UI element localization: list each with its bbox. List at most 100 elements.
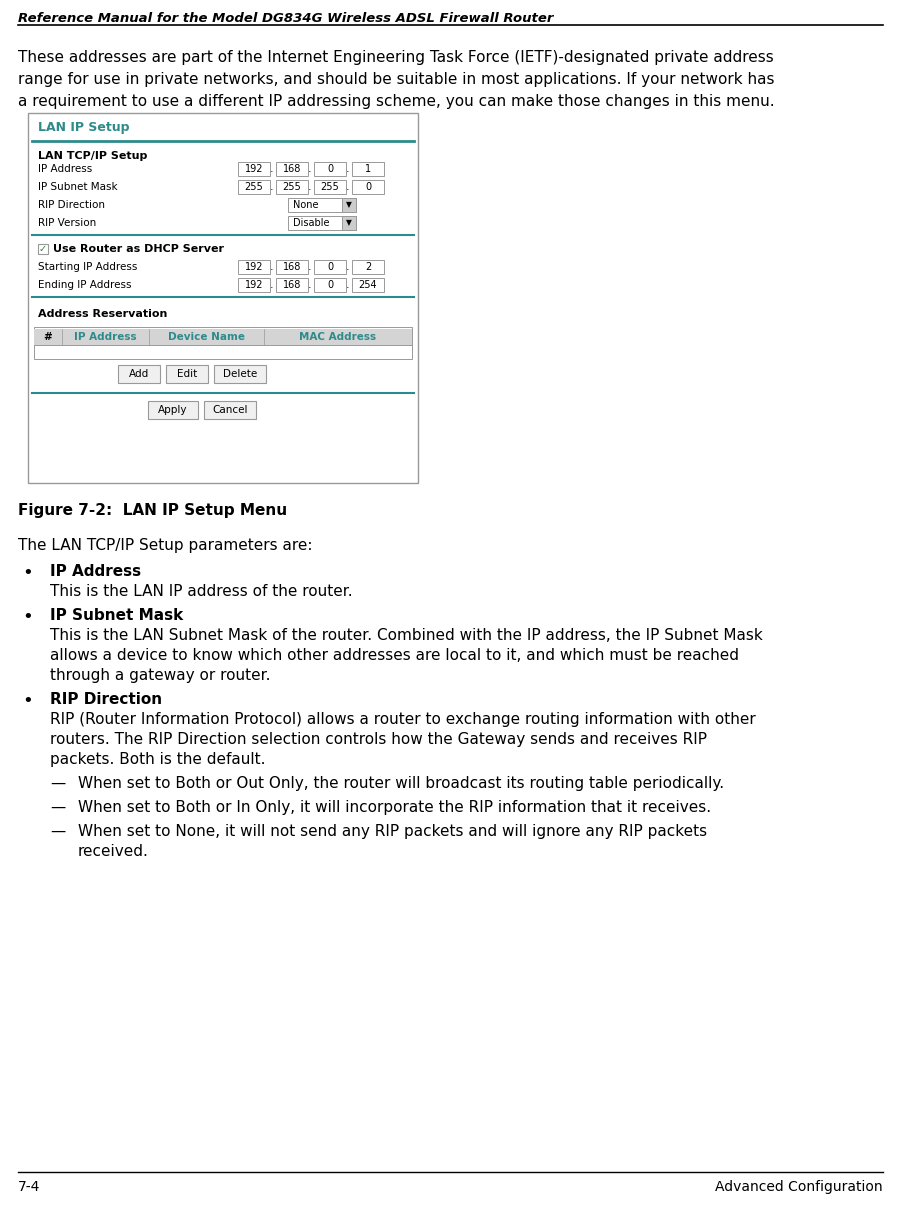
Text: 2: 2 — [365, 262, 371, 272]
Text: ▼: ▼ — [346, 219, 352, 227]
Text: This is the LAN IP address of the router.: This is the LAN IP address of the router… — [50, 583, 352, 599]
Bar — [276, 260, 308, 274]
Text: Disable: Disable — [293, 217, 330, 228]
Text: .: . — [308, 182, 312, 192]
Text: 1: 1 — [365, 164, 371, 174]
Bar — [34, 329, 412, 345]
Text: Delete: Delete — [223, 368, 257, 379]
Text: 168: 168 — [283, 164, 301, 174]
Text: 255: 255 — [245, 182, 263, 192]
Bar — [314, 180, 346, 194]
Text: .: . — [270, 280, 274, 290]
Bar — [34, 345, 412, 359]
Text: •: • — [22, 564, 32, 582]
Text: RIP Version: RIP Version — [38, 217, 96, 228]
Text: IP Address: IP Address — [50, 564, 141, 579]
Text: .: . — [270, 182, 274, 192]
Text: 192: 192 — [245, 280, 263, 290]
Bar — [342, 216, 356, 230]
Bar — [352, 260, 384, 274]
Bar — [118, 365, 160, 383]
Text: 0: 0 — [327, 280, 333, 290]
Text: Device Name: Device Name — [168, 332, 245, 342]
Text: received.: received. — [78, 844, 149, 859]
Bar — [288, 198, 356, 211]
Text: RIP Direction: RIP Direction — [38, 201, 105, 210]
Bar — [28, 114, 418, 483]
Text: RIP Direction: RIP Direction — [50, 692, 162, 707]
Bar — [276, 278, 308, 292]
Bar — [352, 278, 384, 292]
Bar — [204, 401, 256, 419]
Bar — [238, 278, 270, 292]
Text: Reference Manual for the Model DG834G Wireless ADSL Firewall Router: Reference Manual for the Model DG834G Wi… — [18, 12, 553, 25]
Text: LAN IP Setup: LAN IP Setup — [38, 121, 130, 134]
Text: 192: 192 — [245, 164, 263, 174]
Text: IP Address: IP Address — [74, 332, 137, 342]
Bar — [276, 162, 308, 176]
Text: range for use in private networks, and should be suitable in most applications. : range for use in private networks, and s… — [18, 72, 775, 87]
Bar — [166, 365, 208, 383]
Text: 254: 254 — [359, 280, 378, 290]
Text: Use Router as DHCP Server: Use Router as DHCP Server — [53, 244, 224, 254]
Bar — [314, 162, 346, 176]
Bar — [148, 401, 198, 419]
Text: 0: 0 — [327, 262, 333, 272]
Text: .: . — [346, 280, 350, 290]
Text: LAN TCP/IP Setup: LAN TCP/IP Setup — [38, 151, 148, 161]
Text: .: . — [270, 164, 274, 174]
Bar — [276, 180, 308, 194]
Bar — [238, 162, 270, 176]
Text: IP Subnet Mask: IP Subnet Mask — [38, 182, 118, 192]
Text: These addresses are part of the Internet Engineering Task Force (IETF)-designate: These addresses are part of the Internet… — [18, 50, 774, 65]
Bar — [352, 180, 384, 194]
Text: 255: 255 — [283, 182, 301, 192]
Bar — [314, 260, 346, 274]
Text: .: . — [308, 164, 312, 174]
Bar — [214, 365, 266, 383]
Bar — [238, 180, 270, 194]
Bar — [34, 327, 412, 347]
Text: .: . — [308, 280, 312, 290]
Bar — [352, 162, 384, 176]
Text: —: — — [50, 824, 65, 840]
Text: The LAN TCP/IP Setup parameters are:: The LAN TCP/IP Setup parameters are: — [18, 538, 313, 553]
Text: None: None — [293, 201, 318, 210]
Text: through a gateway or router.: through a gateway or router. — [50, 668, 270, 683]
Text: .: . — [308, 262, 312, 272]
Text: IP Address: IP Address — [38, 164, 92, 174]
Text: Add: Add — [129, 368, 150, 379]
Text: 0: 0 — [365, 182, 371, 192]
Text: .: . — [346, 262, 350, 272]
Text: 255: 255 — [321, 182, 340, 192]
Bar — [314, 278, 346, 292]
Text: This is the LAN Subnet Mask of the router. Combined with the IP address, the IP : This is the LAN Subnet Mask of the route… — [50, 628, 763, 643]
Text: When set to Both or In Only, it will incorporate the RIP information that it rec: When set to Both or In Only, it will inc… — [78, 800, 711, 815]
Text: 192: 192 — [245, 262, 263, 272]
Text: .: . — [270, 262, 274, 272]
Text: Figure 7-2:  LAN IP Setup Menu: Figure 7-2: LAN IP Setup Menu — [18, 503, 287, 518]
Text: 168: 168 — [283, 262, 301, 272]
Text: #: # — [43, 332, 52, 342]
Text: a requirement to use a different IP addressing scheme, you can make those change: a requirement to use a different IP addr… — [18, 94, 775, 109]
Bar — [238, 260, 270, 274]
Text: .: . — [346, 164, 350, 174]
Text: Advanced Configuration: Advanced Configuration — [715, 1180, 883, 1194]
Text: Apply: Apply — [159, 405, 187, 416]
Text: Cancel: Cancel — [213, 405, 248, 416]
Text: IP Subnet Mask: IP Subnet Mask — [50, 608, 183, 623]
Text: 0: 0 — [327, 164, 333, 174]
Text: routers. The RIP Direction selection controls how the Gateway sends and receives: routers. The RIP Direction selection con… — [50, 732, 707, 747]
Bar — [38, 244, 48, 254]
Text: 168: 168 — [283, 280, 301, 290]
Text: 7-4: 7-4 — [18, 1180, 41, 1194]
Text: Edit: Edit — [177, 368, 197, 379]
Text: MAC Address: MAC Address — [299, 332, 377, 342]
Bar — [288, 216, 356, 230]
Text: .: . — [346, 182, 350, 192]
Text: •: • — [22, 608, 32, 626]
Text: ✓: ✓ — [39, 244, 47, 254]
Text: When set to Both or Out Only, the router will broadcast its routing table period: When set to Both or Out Only, the router… — [78, 776, 724, 791]
Text: Ending IP Address: Ending IP Address — [38, 280, 132, 290]
Bar — [342, 198, 356, 211]
